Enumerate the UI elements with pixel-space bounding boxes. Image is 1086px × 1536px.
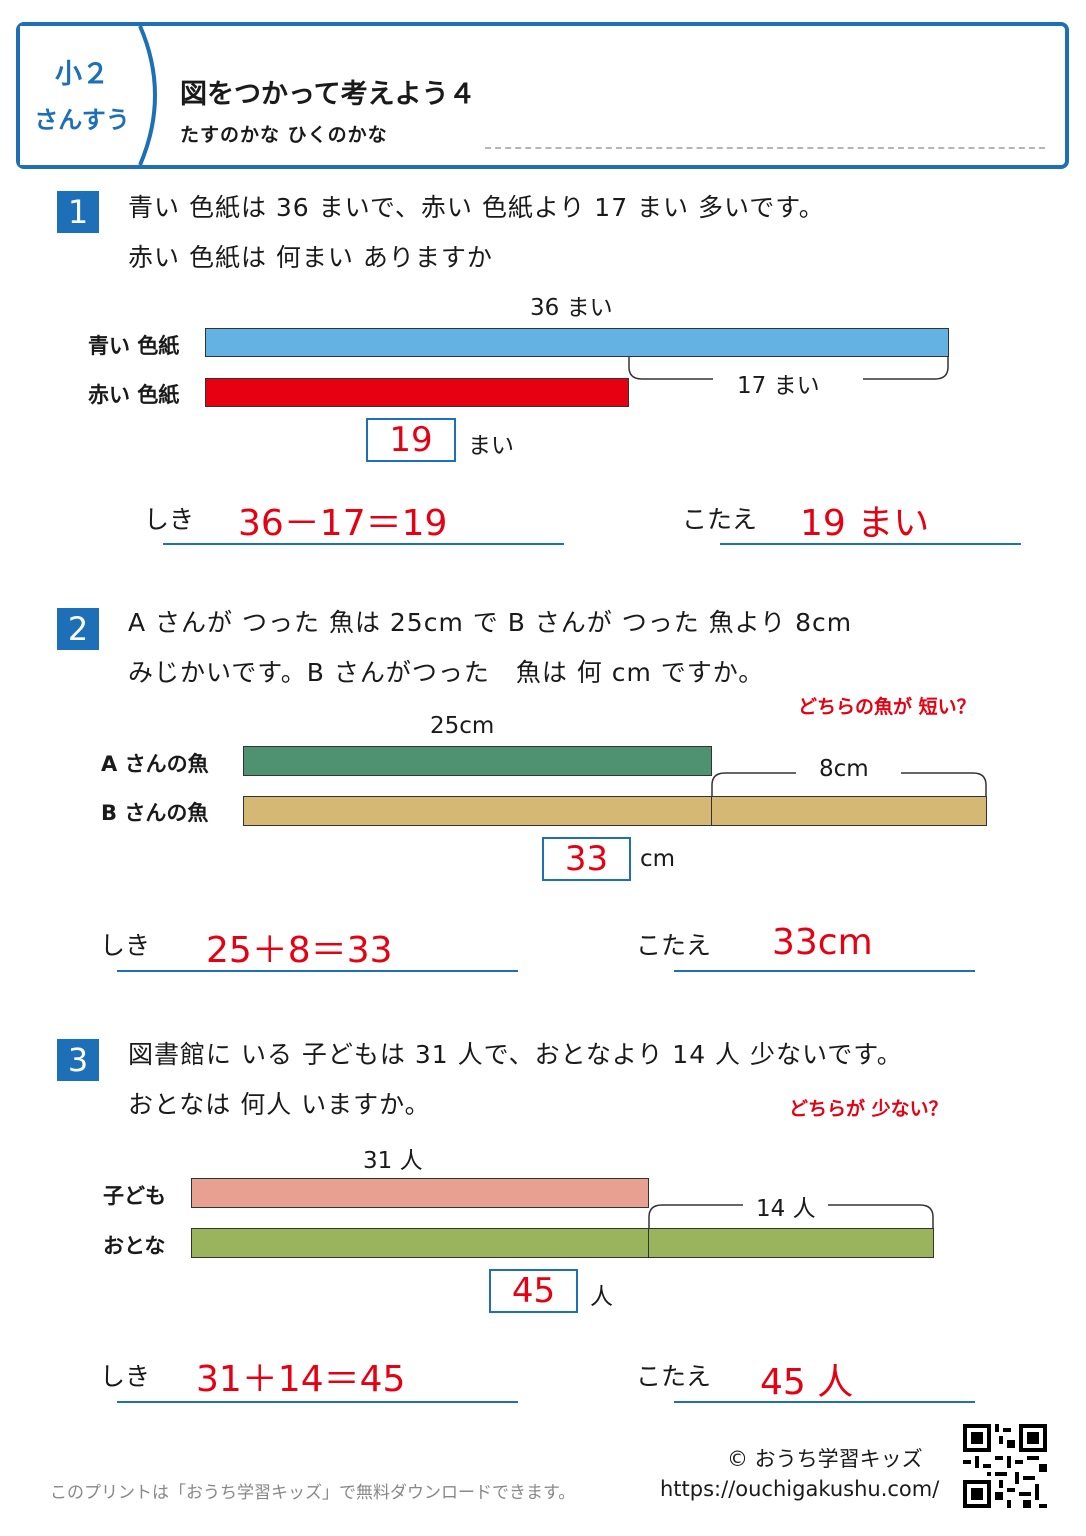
shiki-answer: 36－17＝19 [238, 503, 448, 544]
shiki-underline [117, 970, 518, 972]
difference-label: 17 まい [737, 373, 820, 399]
answer-unit: cm [640, 846, 676, 872]
total-label: 31 人 [363, 1148, 423, 1174]
difference-brace [648, 1204, 934, 1228]
shiki-answer: 31＋14＝45 [196, 1359, 406, 1400]
problem-number: 2 [57, 608, 99, 650]
hint-text: どちらの魚が 短い？ [798, 696, 976, 718]
kotae-answer: 33cm [772, 922, 873, 963]
answer-unit: 人 [590, 1284, 613, 1310]
kotae-underline [674, 970, 975, 972]
children-bar [191, 1178, 649, 1208]
bar-split-line [648, 1229, 649, 1257]
footer-note: このプリントは「おうち学習キッズ」で無料ダウンロードできます。 [50, 1483, 576, 1503]
kotae-answer: 45 人 [760, 1362, 854, 1403]
answer-unit: まい [468, 433, 514, 459]
page-subtitle: たすのかな ひくのかな [180, 124, 388, 146]
copyright: © おうち学習キッズ [727, 1447, 923, 1471]
adults-bar [191, 1228, 934, 1258]
answer-box: 19 [366, 418, 456, 462]
kotae-label: こたえ [636, 1362, 712, 1391]
question-line: 赤い 色紙は 何まい ありますか [128, 243, 493, 272]
bar-split-line [711, 797, 712, 825]
difference-label: 8cm [819, 756, 869, 782]
name-line [485, 147, 1045, 149]
shiki-label: しき [100, 1362, 151, 1391]
red-paper-bar [205, 378, 629, 407]
shiki-underline [163, 543, 564, 545]
kotae-answer: 19 まい [800, 503, 930, 544]
row-label: 赤い 色紙 [88, 383, 180, 407]
kotae-underline [674, 1401, 975, 1403]
question-line: A さんが つった 魚は 25cm で B さんが つった 魚より 8cm [128, 608, 853, 637]
fish-a-bar [243, 746, 712, 776]
answer-box: 45 [489, 1269, 578, 1313]
header-frame [16, 22, 1069, 169]
row-label: 子ども [103, 1184, 166, 1208]
page-title: 図をつかって考えよう４ [180, 79, 476, 110]
difference-brace [628, 357, 949, 380]
problem-number: 1 [57, 191, 99, 233]
total-label: 25cm [430, 713, 495, 739]
kotae-label: こたえ [682, 505, 758, 534]
shiki-label: しき [100, 931, 151, 960]
row-label: A さんの魚 [101, 752, 209, 776]
question-line: 青い 色紙は 36 まいで、赤い 色紙より 17 まい 多いです。 [128, 193, 825, 222]
blue-paper-bar [205, 328, 949, 357]
total-label: 36 まい [530, 295, 613, 321]
grade-label: 小２ [55, 59, 109, 90]
row-label: B さんの魚 [101, 801, 209, 825]
site-url-link[interactable]: https://ouchigakushu.com/ [660, 1477, 940, 1501]
difference-brace [711, 772, 987, 796]
question-line: みじかいです。B さんがつった 魚は 何 cm ですか。 [128, 658, 765, 687]
answer-box: 33 [542, 837, 631, 881]
hint-text: どちらが 少ない？ [789, 1098, 948, 1120]
question-line: 図書館に いる 子どもは 31 人で、おとなより 14 人 少ないです。 [128, 1040, 903, 1069]
subject-label: さんすう [34, 106, 130, 134]
row-label: 青い 色紙 [88, 334, 180, 358]
fish-b-bar [243, 796, 987, 826]
row-label: おとな [103, 1234, 166, 1258]
problem-number: 3 [57, 1039, 99, 1081]
grade-panel-divider [20, 26, 157, 165]
kotae-underline [720, 543, 1021, 545]
shiki-underline [117, 1401, 518, 1403]
qr-code-icon [963, 1424, 1047, 1508]
kotae-label: こたえ [636, 931, 712, 960]
difference-label: 14 人 [756, 1196, 816, 1222]
shiki-answer: 25＋8＝33 [206, 930, 393, 971]
shiki-label: しき [144, 505, 195, 534]
question-line: おとなは 何人 いますか。 [128, 1090, 431, 1119]
